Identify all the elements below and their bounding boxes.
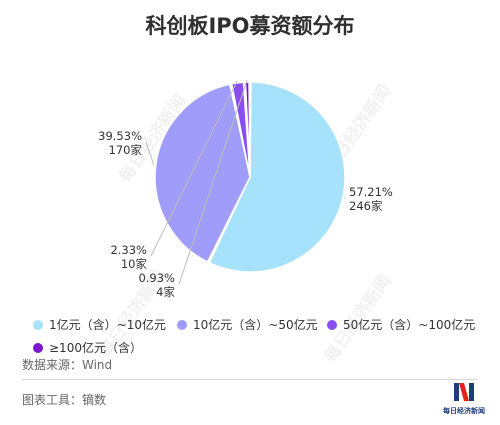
slice-count-label: 4家 <box>156 285 175 299</box>
legend-swatch <box>327 319 337 330</box>
legend-label: 50亿元（含）~100亿元 <box>343 318 476 332</box>
leader-line <box>178 79 248 285</box>
pie-slice <box>230 81 251 178</box>
divider <box>22 379 478 380</box>
slice-percent-label: 0.93% <box>138 271 175 285</box>
legend-swatch <box>177 319 187 330</box>
chart-title: 科创板IPO募资额分布 <box>145 14 355 38</box>
slice-percent-label: 39.53% <box>98 129 142 143</box>
pie-slice <box>154 83 251 263</box>
slice-percent-label: 2.33% <box>110 243 147 257</box>
legend-item: 10亿元（含）~50亿元 <box>177 316 327 333</box>
leader-line <box>145 141 155 166</box>
slice-count-label: 246家 <box>349 199 383 213</box>
slice-count-label: 170家 <box>109 143 143 157</box>
data-source: 数据来源：Wind <box>22 358 113 372</box>
legend-swatch <box>33 342 43 353</box>
legend-label: 1亿元（含）~10亿元 <box>49 318 166 332</box>
pie-slice <box>208 81 346 273</box>
legend-label: ≥100亿元（含） <box>49 341 142 355</box>
nbd-logo-icon <box>454 383 474 401</box>
leader-line <box>150 80 238 257</box>
logo-text: 每日经济新闻 <box>443 407 485 415</box>
legend-label: 10亿元（含）~50亿元 <box>193 318 318 332</box>
brand-logo: 每日经济新闻 <box>437 380 491 422</box>
chart-legend: 1亿元（含）~10亿元 10亿元（含）~50亿元 50亿元（含）~100亿元 ≥… <box>33 316 483 362</box>
slice-percent-label: 57.21% <box>349 185 393 199</box>
legend-item: ≥100亿元（含） <box>33 339 142 356</box>
legend-item: 50亿元（含）~100亿元 <box>327 316 477 333</box>
pie-slice <box>244 81 251 178</box>
legend-swatch <box>33 319 43 330</box>
legend-item: 1亿元（含）~10亿元 <box>33 316 177 333</box>
slice-count-label: 10家 <box>121 257 148 271</box>
chart-tool-credit: 图表工具：镝数 <box>22 393 107 407</box>
